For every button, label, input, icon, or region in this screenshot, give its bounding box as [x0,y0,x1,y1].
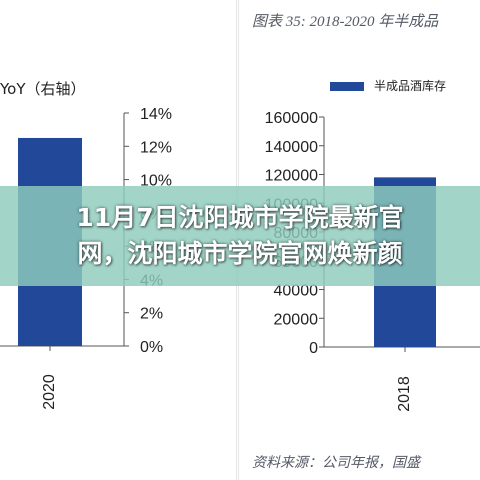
left-chart-legend: YoY（右轴） [0,78,86,99]
y-tick-label-1-7: 140000 [265,139,318,156]
source-note: 资料来源：公司年报，国盛 [252,456,420,471]
x-category-label-1-0: 2018 [396,376,413,412]
y-tick-label-0-1: 2% [140,306,163,323]
banner-title-line-1: 11月7日沈阳城市学院最新官 [76,203,404,232]
title-banner [0,186,480,286]
y-tick-label-0-6: 12% [140,139,172,156]
right-chart-legend: 半成品酒库存 [330,77,446,94]
figure-caption: 图表 35: 2018-2020 年半成品 [252,14,439,30]
y-tick-label-0-5: 10% [140,173,172,190]
x-category-label-0-0: 2020 [41,374,58,410]
left-legend-label: YoY（右轴） [0,80,86,98]
y-tick-label-1-6: 120000 [265,168,318,185]
legend-swatch [330,82,364,91]
y-tick-label-0-0: 0% [140,339,163,356]
y-tick-label-1-2: 40000 [274,283,319,300]
banner-title: 11月7日沈阳城市学院最新官 网，沈阳城市学院官网焕新颜 [0,200,480,272]
y-tick-label-1-1: 20000 [274,311,319,328]
y-tick-label-0-7: 14% [140,106,172,123]
y-tick-label-1-8: 160000 [265,110,318,127]
right-legend-label: 半成品酒库存 [374,79,447,93]
y-tick-label-1-0: 0 [309,340,318,357]
banner-title-line-2: 网，沈阳城市学院官网焕新颜 [77,239,403,268]
